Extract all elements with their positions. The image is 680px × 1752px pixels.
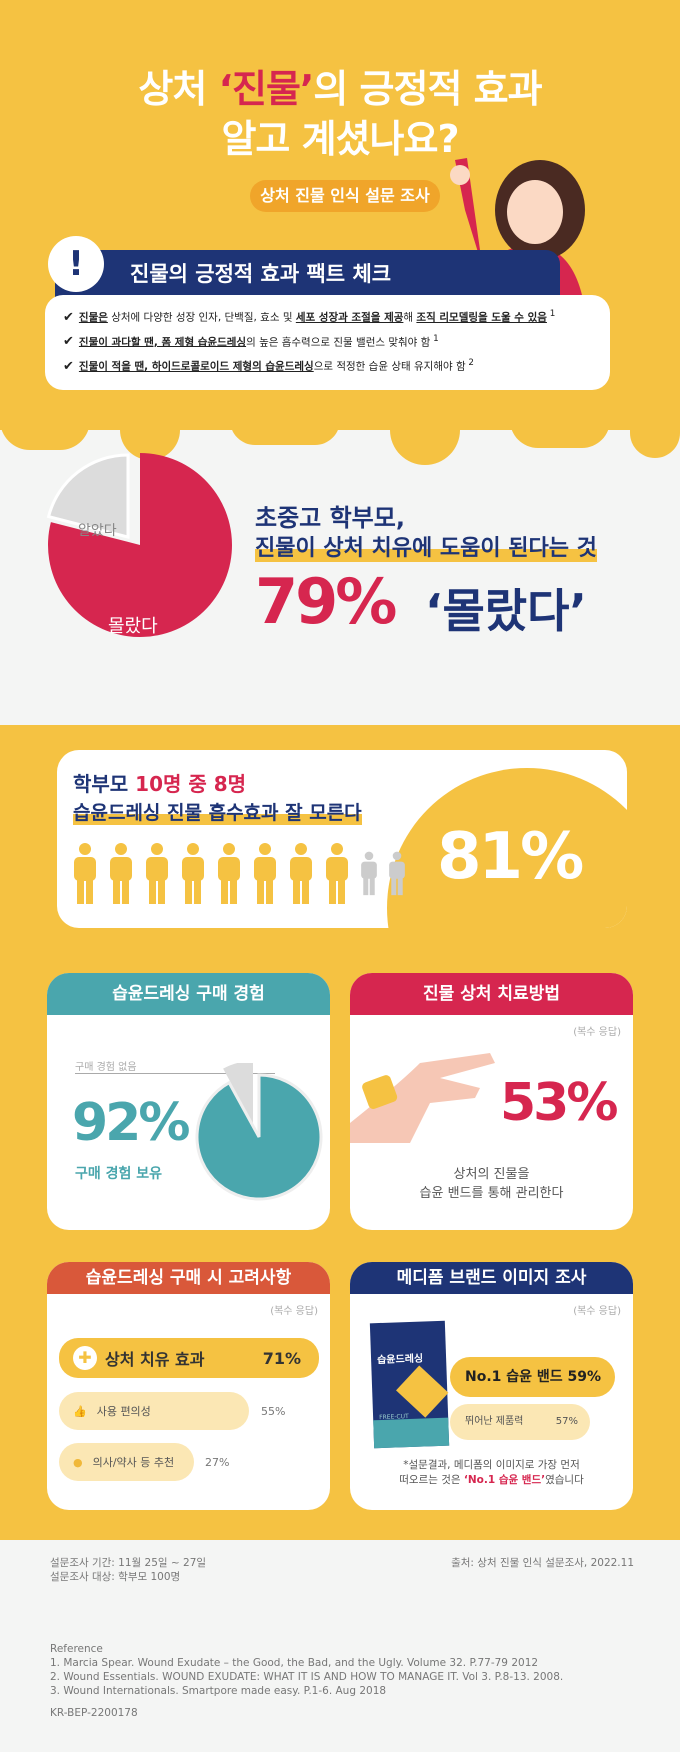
person-icon xyxy=(107,842,135,908)
subtitle-pill: 상처 진물 인식 설문 조사 xyxy=(250,180,440,212)
consideration-bar: ● 의사/약사 등 추천 xyxy=(59,1443,194,1481)
considerations-card: 습윤드레싱 구매 시 고려사항 (복수 응답) ✚ 상처 치유 효과 71% 👍 사용… xyxy=(47,1262,330,1510)
check-icon: ✔ xyxy=(63,334,74,349)
purchase-have-label: 구매 경험 보유 xyxy=(75,1166,163,1182)
references: Reference 1. Marcia Spear. Wound Exudate … xyxy=(50,1643,564,1697)
survey-source: 출처: 상처 진물 인식 설문조사, 2022.11 xyxy=(451,1557,634,1569)
brand-bar: 뛰어난 제품력 57% xyxy=(450,1404,590,1440)
person-icon xyxy=(179,842,207,908)
person-icon xyxy=(387,842,407,908)
person-icon xyxy=(287,842,315,908)
treatment-desc: 상처의 진물을 습윤 밴드를 통해 관리한다 xyxy=(419,1167,564,1201)
thumbs-up-icon: 👍 xyxy=(73,1404,87,1418)
main-title-line2: 알고 계셨나요? xyxy=(221,117,459,161)
person-icon xyxy=(251,842,279,908)
main-title: 상처 ‘진물’의 긍정적 효과 xyxy=(138,67,542,111)
absorption-pct: 81% xyxy=(437,820,584,894)
survey1-line1: 초중고 학부모, xyxy=(255,504,405,532)
treatment-pct: 53% xyxy=(500,1073,618,1133)
purchase-card: 습윤드레싱 구매 경험 구매 경험 없음 92% 구매 경험 보유 xyxy=(47,973,330,1230)
pie-slice-didnt-know xyxy=(48,453,233,637)
pie-label-didnt: 몰랐다 xyxy=(108,616,158,637)
fact-check-heading: 진물의 긍정적 효과 팩트 체크 xyxy=(55,250,560,298)
pie-slice-none xyxy=(223,1063,253,1123)
pie-label-knew: 알았다 xyxy=(78,523,117,539)
survey1-word: ‘몰랐다’ xyxy=(425,584,587,638)
check-icon: ✔ xyxy=(63,358,74,374)
fact-item: ✔ 진물은 상처에 다양한 성장 인자, 단백질, 효소 및 세포 성장과 조절을… xyxy=(63,309,556,325)
person-icon xyxy=(143,842,171,908)
purchase-heading: 습윤드레싱 구매 경험 xyxy=(47,973,330,1015)
treatment-heading: 진물 상처 치료방법 xyxy=(350,973,633,1015)
people-icons xyxy=(71,842,407,908)
product-box: 습윤드레싱 FREE-CUT xyxy=(369,1320,450,1449)
awareness-pie xyxy=(46,453,233,637)
brand-heading: 메디폼 브랜드 이미지 조사 xyxy=(350,1262,633,1294)
pie-slice-have xyxy=(195,1073,323,1201)
person-icon xyxy=(215,842,243,908)
considerations-heading: 습윤드레싱 구매 시 고려사항 xyxy=(47,1262,330,1294)
check-icon: ✔ xyxy=(63,309,74,325)
person-icon: ● xyxy=(73,1455,83,1469)
hand-illustration xyxy=(350,1053,495,1143)
survey-info: 설문조사 기간: 11월 25일 ~ 27일 설문조사 대상: 학부모 100명 xyxy=(50,1557,207,1583)
survey1-pct: 79% xyxy=(255,565,397,638)
person-icon xyxy=(71,842,99,908)
pie-slice-knew xyxy=(46,453,130,539)
purchase-pie xyxy=(195,1063,323,1201)
person-icon xyxy=(359,842,379,908)
purchase-none-label: 구매 경험 없음 xyxy=(75,1058,275,1074)
purchase-pct: 92% xyxy=(72,1093,190,1153)
treatment-card: 진물 상처 치료방법 (복수 응답) 53% 상처의 진물을 습윤 밴드를 통해 … xyxy=(350,973,633,1230)
consideration-bar: ✚ 상처 치유 효과 71% xyxy=(59,1338,319,1378)
consideration-bar: 👍 사용 편의성 xyxy=(59,1392,249,1430)
absorption-line2: 습윤드레싱 진물 흡수효과 잘 모른다 xyxy=(73,798,362,825)
brand-footnote: *설문결과, 메디폼의 이미지로 가장 먼저 떠오르는 것은 ‘No.1 습윤 밴… xyxy=(399,1459,584,1486)
treatment-note: (복수 응답) xyxy=(573,1027,621,1038)
fact-item: ✔ 진물이 적을 땐, 하이드로콜로이드 제형의 습윤드레싱으로 적정한 습윤 상… xyxy=(63,358,474,374)
absorption-card: 81% 학부모 10명 중 8명 습윤드레싱 진물 흡수효과 잘 모른다 xyxy=(57,750,627,928)
person-icon xyxy=(323,842,351,908)
brand-card: 메디폼 브랜드 이미지 조사 (복수 응답) No.1 습윤 밴드 59% 뛰어난… xyxy=(350,1262,633,1510)
survey1-line2: 진물이 상처 치유에 도움이 된다는 것 xyxy=(255,530,597,562)
exclamation-icon: ! xyxy=(48,236,104,292)
fact-list: ✔ 진물은 상처에 다양한 성장 인자, 단백질, 효소 및 세포 성장과 조절을… xyxy=(45,295,610,390)
document-code: KR-BEP-2200178 xyxy=(50,1707,138,1719)
plus-icon: ✚ xyxy=(78,1348,92,1367)
fact-item: ✔ 진물이 과다할 땐, 폼 제형 습윤드레싱의 높은 흡수력으로 진물 밸런스 … xyxy=(63,333,439,350)
brand-bar: No.1 습윤 밴드 59% xyxy=(450,1357,615,1397)
